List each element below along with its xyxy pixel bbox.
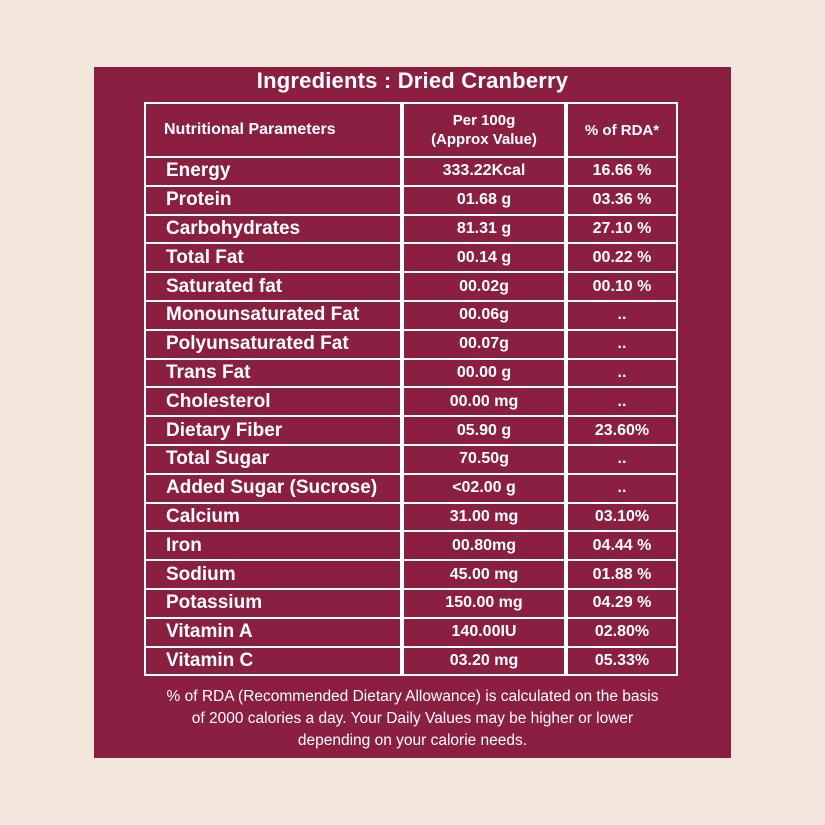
nutrient-rda: 02.80% <box>566 616 678 648</box>
nutrient-rda: .. <box>566 357 678 389</box>
nutrient-rda: 23.60% <box>566 415 678 446</box>
nutrient-name: Potassium <box>144 588 402 619</box>
nutrient-name: Vitamin C <box>144 645 402 677</box>
nutrient-rda: 03.36 % <box>566 184 678 216</box>
header-per-100g: Per 100g (Approx Value) <box>402 102 566 158</box>
table-row: Sodium 45.00 mg 01.88 % <box>144 559 678 590</box>
table-row: Cholesterol 00.00 mg.. <box>144 386 678 418</box>
table-row: Dietary Fiber 05.90 g 23.60% <box>144 415 678 446</box>
table-row: Vitamin A 140.00IU 02.80% <box>144 616 678 648</box>
nutrient-name: Vitamin A <box>144 616 402 648</box>
table-row: Monounsaturated Fat 00.06g.. <box>144 300 678 331</box>
header-parameter: Nutritional Parameters <box>144 102 402 158</box>
nutrient-value: 31.00 mg <box>402 501 566 533</box>
nutrient-rda: .. <box>566 300 678 331</box>
table-row: Total Sugar 70.50g.. <box>144 444 678 475</box>
nutrient-value: 00.00 g <box>402 357 566 389</box>
nutrient-name: Dietary Fiber <box>144 415 402 446</box>
nutrient-value: 05.90 g <box>402 415 566 446</box>
table-row: Protein 01.68 g 03.36 % <box>144 184 678 216</box>
nutrient-name: Calcium <box>144 501 402 533</box>
nutrient-name: Cholesterol <box>144 386 402 418</box>
footnote-line-1: % of RDA (Recommended Dietary Allowance)… <box>166 688 659 705</box>
table-row: Total Fat 00.14 g 00.22 % <box>144 242 678 274</box>
nutrient-rda: 01.88 % <box>566 559 678 590</box>
nutrient-rda: 00.10 % <box>566 271 678 302</box>
nutrient-name: Saturated fat <box>144 271 402 302</box>
nutrient-value: 45.00 mg <box>402 559 566 590</box>
table-row: Iron 00.80mg 04.44 % <box>144 530 678 562</box>
nutrition-panel: Ingredients : Dried Cranberry Nutritiona… <box>94 67 731 758</box>
table-row: Calcium 31.00 mg 03.10% <box>144 501 678 533</box>
rda-footnote: % of RDA (Recommended Dietary Allowance)… <box>104 686 721 752</box>
nutrient-rda: 04.29 % <box>566 588 678 619</box>
nutrient-rda: 27.10 % <box>566 213 678 245</box>
nutrient-name: Polyunsaturated Fat <box>144 328 402 360</box>
nutrient-value: 01.68 g <box>402 184 566 216</box>
nutrient-value: 00.02g <box>402 271 566 302</box>
table-row: Potassium 150.00 mg 04.29 % <box>144 588 678 619</box>
header-rda: % of RDA* <box>566 102 678 158</box>
table-row: Trans Fat 00.00 g.. <box>144 357 678 389</box>
nutrient-name: Energy <box>144 156 402 187</box>
nutrient-rda: 03.10% <box>566 501 678 533</box>
nutrient-name: Monounsaturated Fat <box>144 300 402 331</box>
nutrient-rda: 00.22 % <box>566 242 678 274</box>
nutrient-value: 140.00IU <box>402 616 566 648</box>
table-row: Saturated fat 00.02g 00.10 % <box>144 271 678 302</box>
nutrient-rda: .. <box>566 328 678 360</box>
footnote-line-3: depending on your calorie needs. <box>297 732 528 749</box>
nutrient-rda: 16.66 % <box>566 156 678 187</box>
nutrient-name: Protein <box>144 184 402 216</box>
nutrient-value: 00.14 g <box>402 242 566 274</box>
nutrient-rda: .. <box>566 386 678 418</box>
nutrient-name: Total Sugar <box>144 444 402 475</box>
nutrient-rda: .. <box>566 444 678 475</box>
nutrient-value: 150.00 mg <box>402 588 566 619</box>
nutrient-value: 00.06g <box>402 300 566 331</box>
nutrient-value: 81.31 g <box>402 213 566 245</box>
nutrient-value: 00.00 mg <box>402 386 566 418</box>
nutrient-rda: 05.33% <box>566 645 678 677</box>
nutrient-name: Carbohydrates <box>144 213 402 245</box>
panel-title: Ingredients : Dried Cranberry <box>256 68 569 93</box>
nutrient-name: Added Sugar (Sucrose) <box>144 472 402 504</box>
nutrient-value: 03.20 mg <box>402 645 566 677</box>
nutrient-name: Sodium <box>144 559 402 590</box>
nutrient-value: 00.07g <box>402 328 566 360</box>
table-row: Energy 333.22Kcal 16.66 % <box>144 156 678 187</box>
nutrient-rda: .. <box>566 472 678 504</box>
nutrient-value: <02.00 g <box>402 472 566 504</box>
nutrient-name: Iron <box>144 530 402 562</box>
table-row: Carbohydrates 81.31 g 27.10 % <box>144 213 678 245</box>
table-header-row: Nutritional Parameters Per 100g (Approx … <box>144 102 678 158</box>
header-per-100g-line1: Per 100g <box>452 112 516 129</box>
footnote-line-2: of 2000 calories a day. Your Daily Value… <box>191 710 634 727</box>
table-row: Added Sugar (Sucrose) <02.00 g.. <box>144 472 678 504</box>
nutrient-name: Total Fat <box>144 242 402 274</box>
header-per-100g-line2: (Approx Value) <box>431 131 537 148</box>
nutrient-value: 70.50g <box>402 444 566 475</box>
table-row: Polyunsaturated Fat 00.07g.. <box>144 328 678 360</box>
nutrient-name: Trans Fat <box>144 357 402 389</box>
nutrient-value: 00.80mg <box>402 530 566 562</box>
nutrient-rda: 04.44 % <box>566 530 678 562</box>
nutrient-value: 333.22Kcal <box>402 156 566 187</box>
table-row: Vitamin C 03.20 mg 05.33% <box>144 645 678 677</box>
